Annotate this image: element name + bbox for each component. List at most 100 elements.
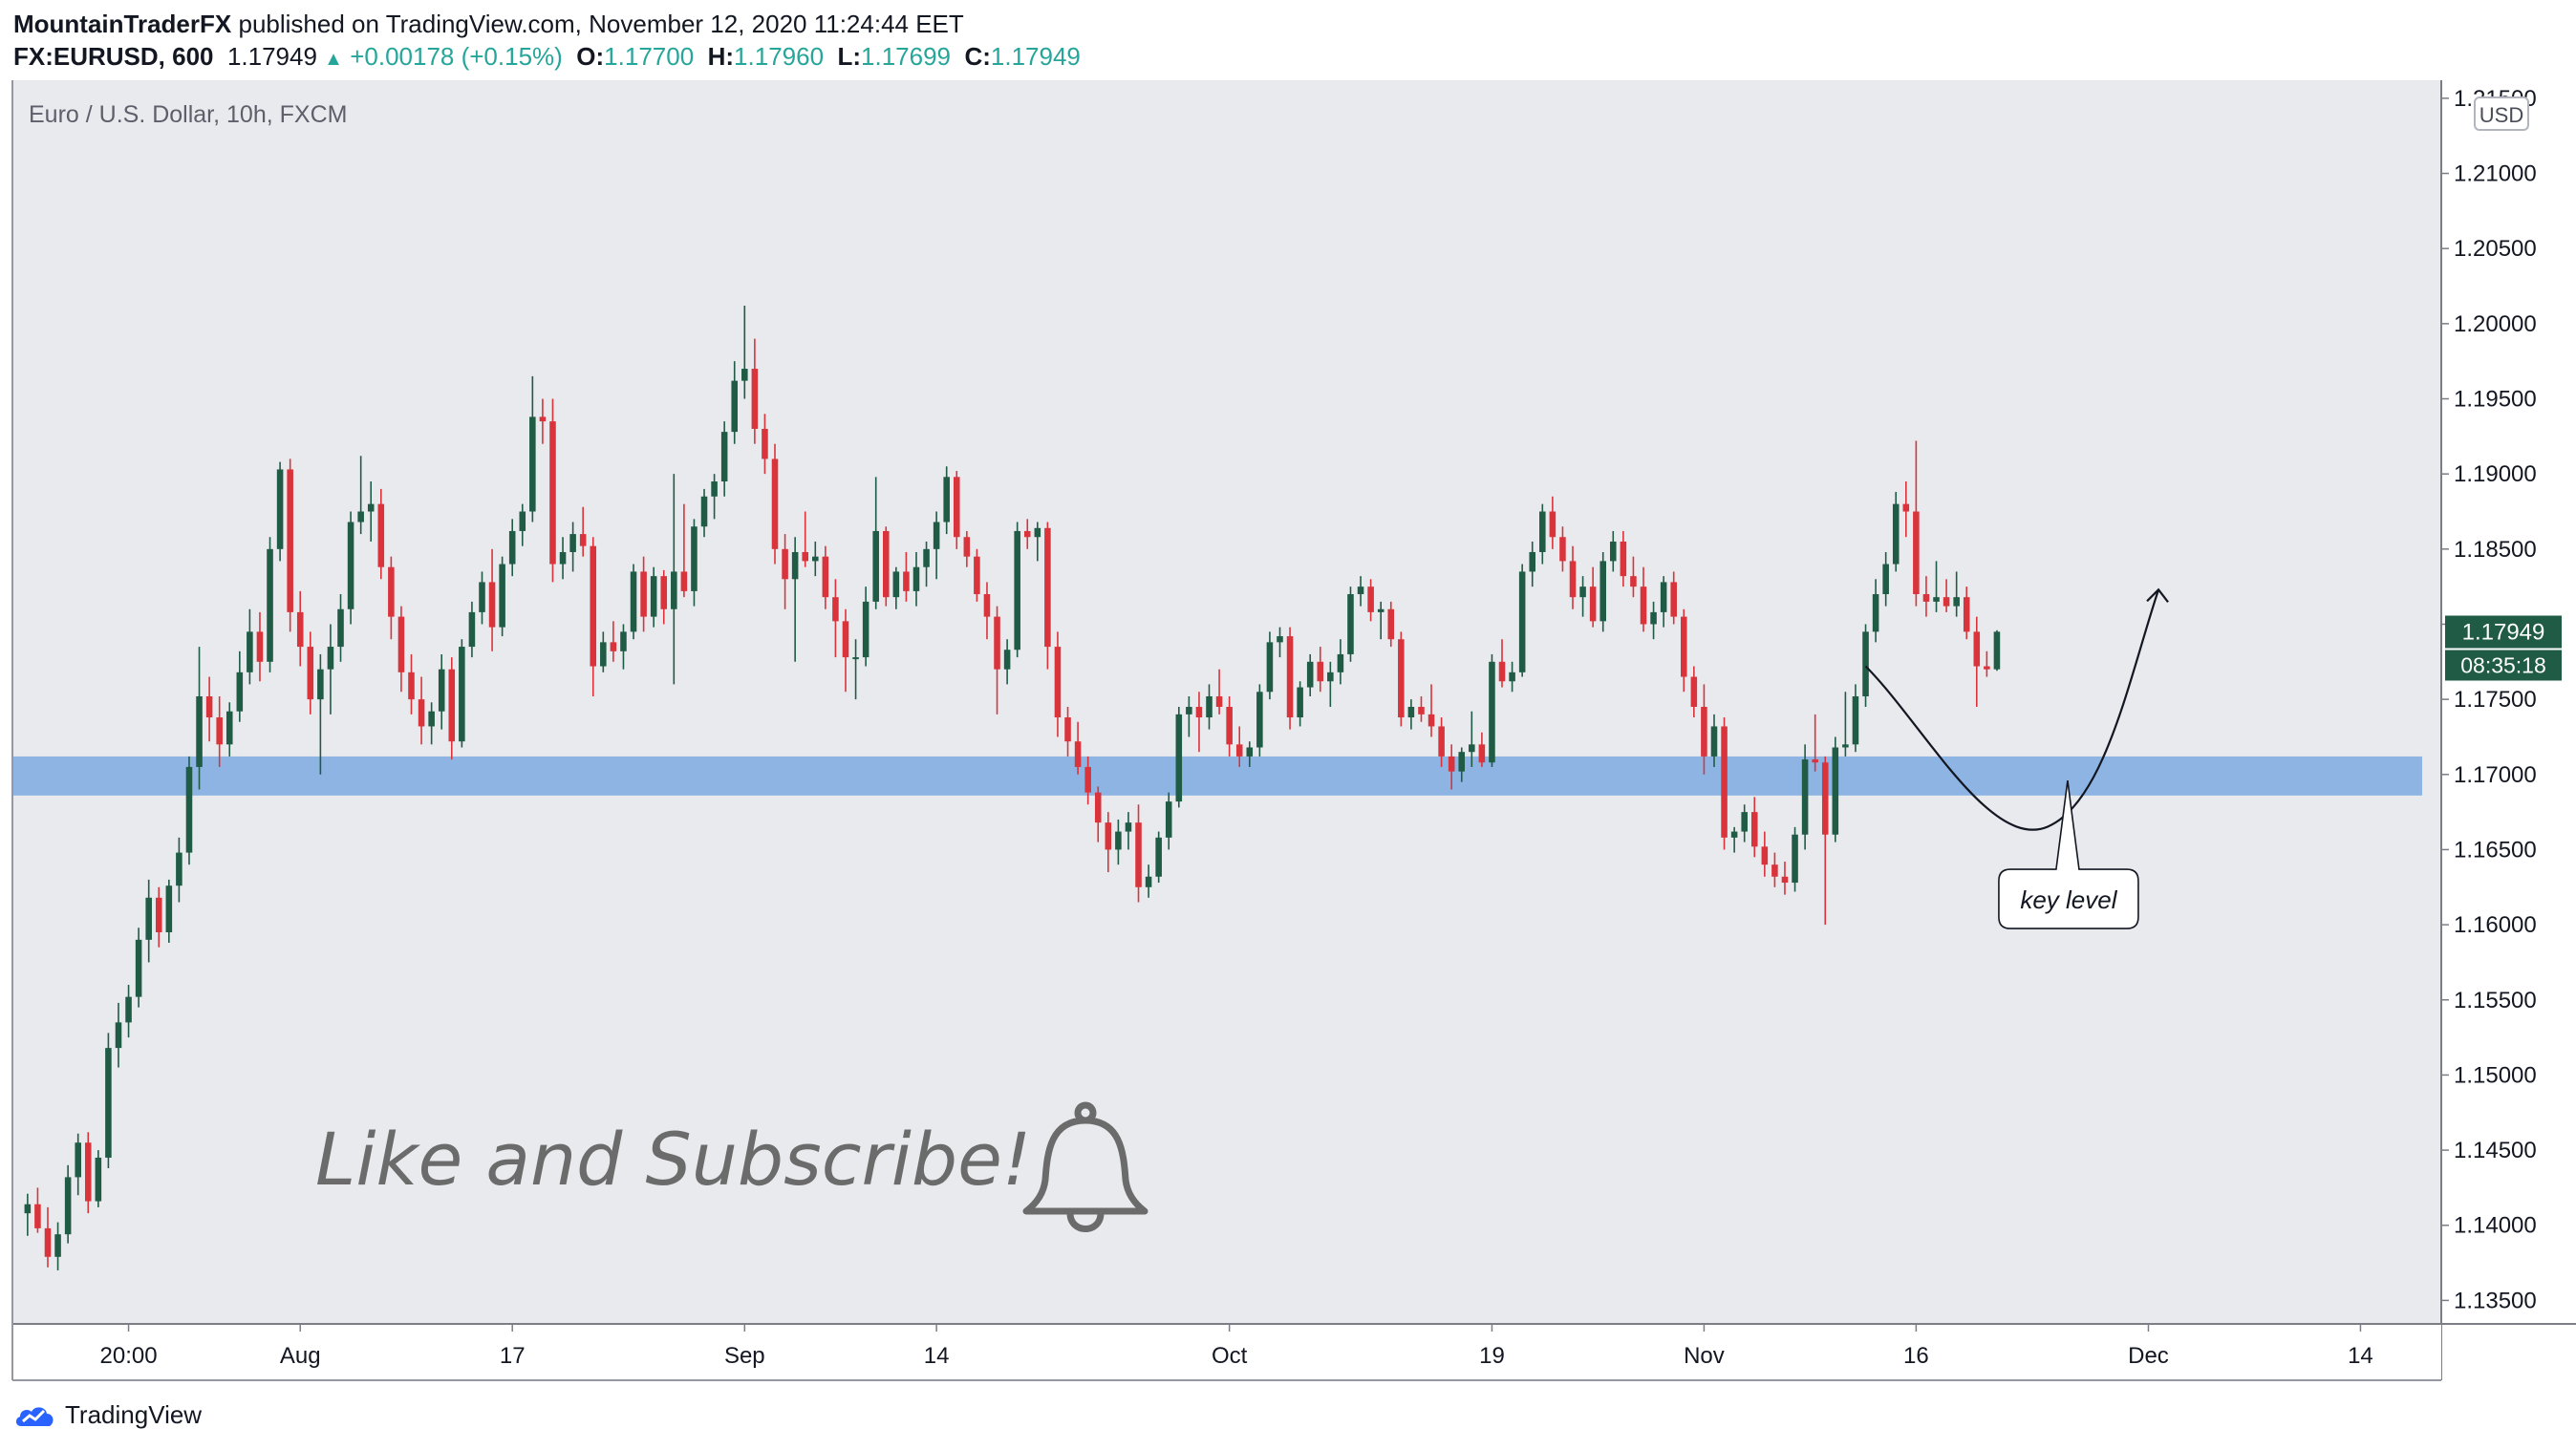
tradingview-logo[interactable]: TradingView <box>13 1400 202 1430</box>
y-tick-label: 1.19000 <box>2454 461 2537 487</box>
candle-body <box>1518 571 1526 672</box>
candle-body <box>468 611 476 648</box>
candle-body <box>287 469 293 612</box>
candle-body <box>508 530 516 565</box>
candle-body <box>84 1142 92 1202</box>
candle-body <box>1569 561 1577 598</box>
currency-badge[interactable]: USD <box>2474 96 2529 131</box>
candle-body <box>1125 822 1132 832</box>
y-tick-label: 1.14500 <box>2454 1138 2537 1163</box>
candle-body <box>105 1048 112 1158</box>
x-tick-label: Nov <box>1684 1343 1725 1369</box>
candle-body <box>1115 831 1122 850</box>
candle-body <box>1943 597 1950 607</box>
candle-body <box>95 1157 102 1202</box>
y-tick-label: 1.17500 <box>2454 687 2537 713</box>
candle-body <box>225 711 233 745</box>
candle-body <box>1498 661 1506 682</box>
candle-body <box>600 642 607 667</box>
candle-body <box>327 647 334 670</box>
y-tick-label: 1.15500 <box>2454 988 2537 1013</box>
candle-body <box>1902 503 1910 512</box>
candle-body <box>1771 864 1778 877</box>
candle-body <box>923 548 930 567</box>
candle-body <box>1680 616 1687 677</box>
candle-body <box>762 428 768 459</box>
candle-body <box>1489 661 1495 763</box>
x-tick-labels: 20:00 Aug 17 Sep 14 Oct 19 Nov 16 Dec 14 <box>100 1324 2373 1369</box>
candle-body <box>519 511 526 531</box>
candles-layer <box>24 305 2001 1270</box>
candle-body <box>842 621 849 658</box>
candle-body <box>741 369 748 381</box>
candle-body <box>974 556 980 595</box>
candle-body <box>1387 608 1395 640</box>
candle-body <box>872 530 879 602</box>
candle-body <box>1256 692 1263 748</box>
candle-body <box>1549 511 1556 538</box>
arrow-head-icon <box>2146 587 2169 603</box>
candle-body <box>1246 747 1254 757</box>
candle-body <box>176 852 182 886</box>
candle-body <box>1347 594 1354 654</box>
last-price-tag-value: 1.17949 <box>2462 620 2545 646</box>
candle-body <box>317 669 324 700</box>
candle-body <box>1357 586 1364 595</box>
candle-body <box>620 631 627 651</box>
candle-body <box>1670 582 1677 617</box>
candle-body <box>135 939 142 997</box>
ohlc-header: FX:EURUSD, 600 1.17949 ▲ +0.00178 (+0.15… <box>13 40 1081 75</box>
candle-body <box>367 503 375 512</box>
chart-title: Euro / U.S. Dollar, 10h, FXCM <box>29 101 347 128</box>
x-tick-label: Dec <box>2128 1343 2169 1369</box>
candle-body <box>539 416 547 422</box>
candle-body <box>125 996 132 1023</box>
callout-bubble <box>1998 779 2139 929</box>
candle-body <box>1721 726 1728 838</box>
key-level-callout[interactable]: key level <box>1998 779 2139 929</box>
candle-body <box>640 571 647 617</box>
candle-body <box>145 897 152 940</box>
open-label: O: <box>576 42 605 71</box>
candle-body <box>1226 707 1233 745</box>
candle-body <box>44 1227 52 1257</box>
candle-body <box>1630 576 1637 587</box>
candle-body <box>388 566 395 617</box>
low-label: L: <box>837 42 862 71</box>
candle-body <box>751 369 759 429</box>
candle-body <box>1165 801 1172 838</box>
candle-body <box>1438 726 1445 757</box>
candle-body <box>1953 597 1960 607</box>
candle-body <box>1418 707 1425 714</box>
candle-body <box>1398 639 1405 718</box>
candle-body <box>1872 594 1879 632</box>
candle-body <box>1913 511 1920 595</box>
candle-body <box>590 545 597 667</box>
time-axis[interactable] <box>12 1325 2441 1380</box>
candle-body <box>1175 714 1183 802</box>
candle-body <box>852 657 859 660</box>
candle-body <box>1286 636 1294 718</box>
candle-body <box>256 631 264 662</box>
y-tick-label: 1.17000 <box>2454 762 2537 788</box>
y-tick-label: 1.21000 <box>2454 161 2537 187</box>
candle-body <box>1821 762 1829 835</box>
last-price: 1.17949 <box>226 42 317 71</box>
candle-body <box>115 1022 122 1049</box>
candle-body <box>680 571 688 591</box>
candle-body <box>1984 666 1990 670</box>
candle-body <box>1458 752 1466 772</box>
author-name[interactable]: MountainTraderFX <box>13 10 232 38</box>
x-tick-label: Oct <box>1212 1343 1248 1369</box>
watermark-text: Like and Subscribe! <box>315 1117 1031 1202</box>
y-tick-label: 1.13500 <box>2454 1288 2537 1313</box>
candle-body <box>1620 541 1627 577</box>
candle-body <box>1842 744 1849 748</box>
candle-body <box>1317 661 1324 682</box>
x-tick-label: Sep <box>724 1343 765 1369</box>
candle-body <box>488 582 496 628</box>
price-axis[interactable] <box>2442 80 2576 1323</box>
tradingview-brand: TradingView <box>65 1400 203 1429</box>
candle-body <box>1892 503 1900 565</box>
